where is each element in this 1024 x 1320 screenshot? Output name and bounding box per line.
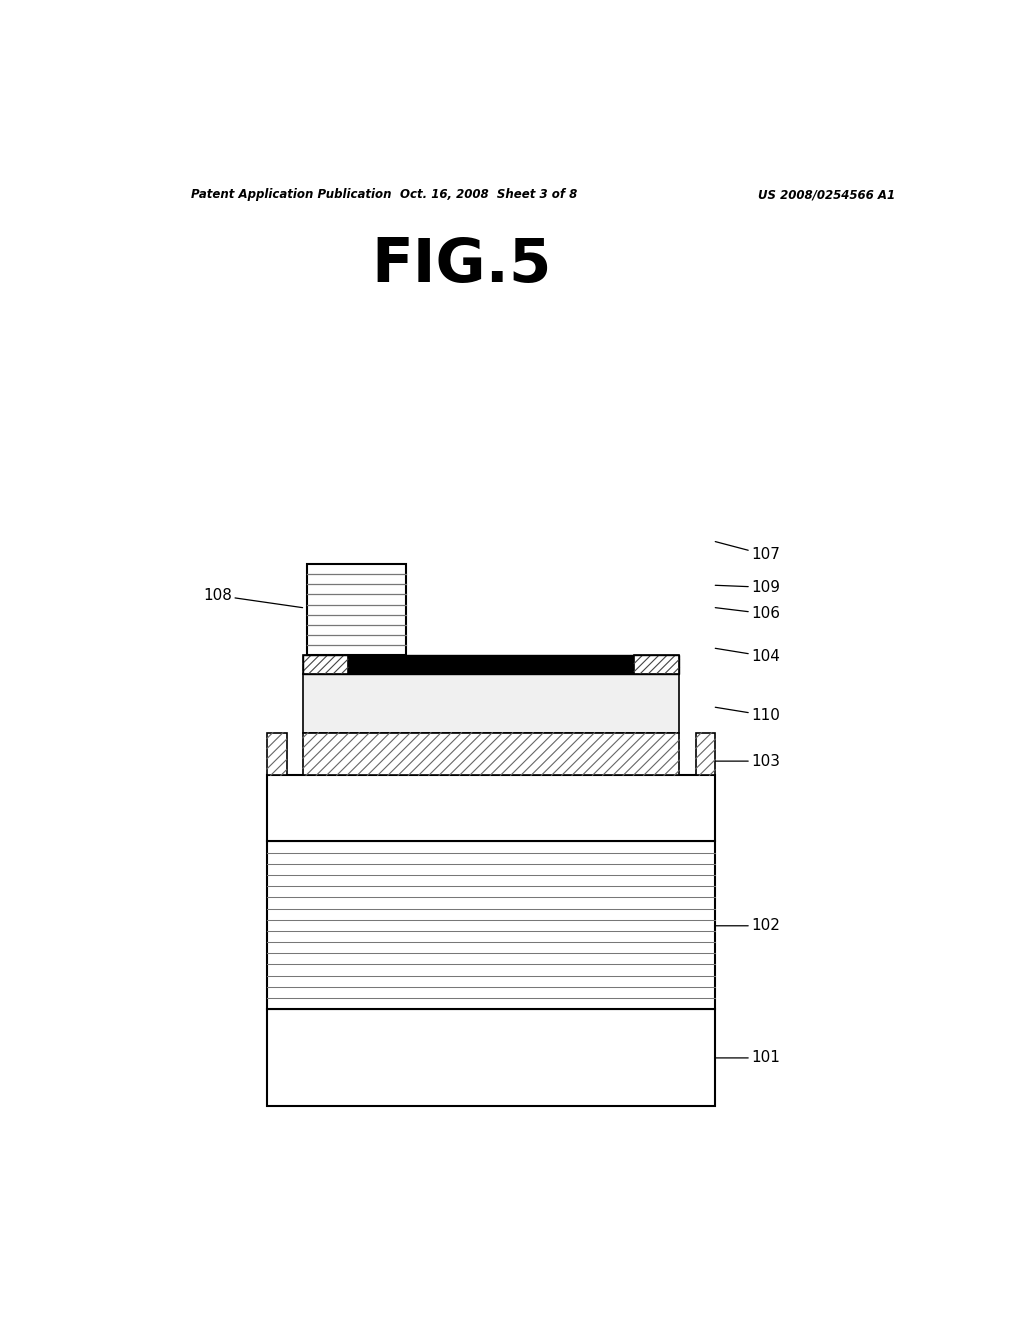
Text: 110: 110 [715,708,780,723]
Bar [303,656,679,673]
Text: FIG.5: FIG.5 [371,236,552,294]
Bar [267,733,287,775]
Bar [695,733,715,775]
Text: 108: 108 [204,587,303,607]
Bar [267,841,715,1008]
Text: 109: 109 [715,579,780,595]
Text: 103: 103 [715,754,780,768]
Bar [303,673,679,733]
Text: 104: 104 [715,648,780,664]
Text: Oct. 16, 2008  Sheet 3 of 8: Oct. 16, 2008 Sheet 3 of 8 [400,189,578,202]
Text: 102: 102 [715,919,780,933]
Bar [303,733,679,775]
Bar [307,564,406,656]
Bar [267,1008,715,1106]
Bar [348,656,634,673]
Text: 107: 107 [715,541,780,562]
Bar [267,775,715,841]
Text: 101: 101 [715,1051,780,1065]
Bar [634,656,679,673]
Text: US 2008/0254566 A1: US 2008/0254566 A1 [758,189,895,202]
Text: 106: 106 [715,606,780,622]
Text: Patent Application Publication: Patent Application Publication [191,189,392,202]
Bar [303,656,348,673]
